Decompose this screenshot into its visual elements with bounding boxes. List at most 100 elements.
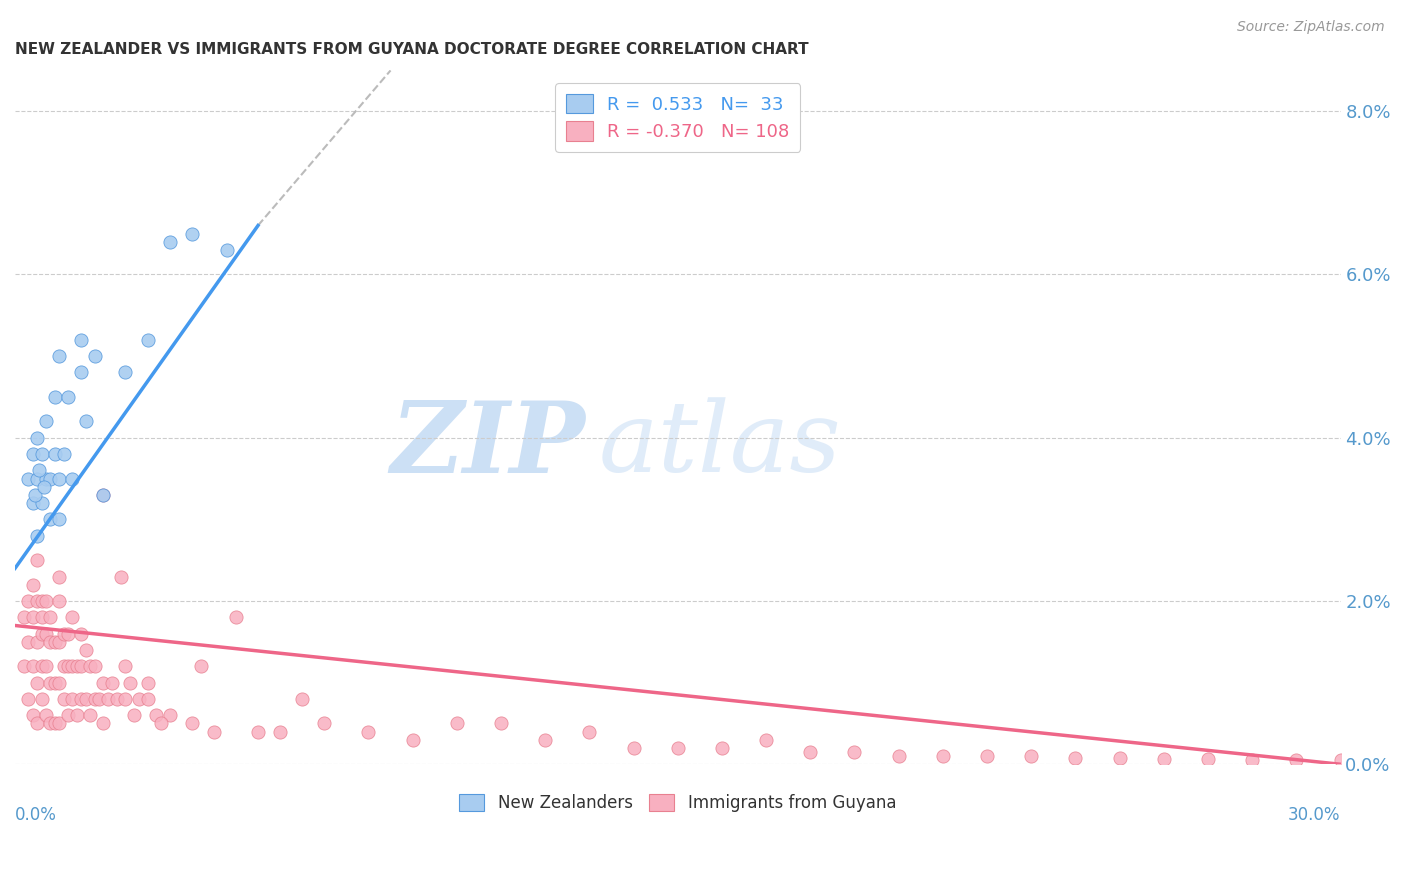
Point	[13, 659, 35, 673]
Point	[70, 692, 93, 706]
Point	[35, 659, 58, 673]
Point	[1329, 753, 1351, 767]
Point	[17, 635, 39, 649]
Point	[114, 659, 136, 673]
Text: atlas: atlas	[598, 398, 841, 492]
Point	[21, 610, 44, 624]
Point	[25, 431, 48, 445]
Point	[35, 414, 58, 428]
Point	[578, 724, 600, 739]
Point	[44, 635, 66, 649]
Point	[180, 716, 202, 731]
Point	[159, 708, 181, 723]
Point	[1241, 753, 1264, 767]
Point	[93, 675, 115, 690]
Point	[44, 447, 66, 461]
Point	[110, 569, 132, 583]
Point	[28, 463, 51, 477]
Point	[357, 724, 380, 739]
Point	[44, 390, 66, 404]
Point	[52, 626, 75, 640]
Point	[190, 659, 212, 673]
Point	[83, 349, 105, 363]
Point	[25, 675, 48, 690]
Point	[534, 732, 557, 747]
Point	[136, 333, 159, 347]
Point	[101, 675, 124, 690]
Point	[21, 447, 44, 461]
Point	[93, 488, 115, 502]
Point	[180, 227, 202, 241]
Point	[62, 610, 84, 624]
Point	[79, 659, 101, 673]
Point	[401, 732, 423, 747]
Point	[710, 741, 733, 756]
Point	[48, 569, 70, 583]
Point	[70, 626, 93, 640]
Point	[887, 749, 910, 764]
Point	[83, 659, 105, 673]
Point	[48, 635, 70, 649]
Point	[17, 692, 39, 706]
Text: Source: ZipAtlas.com: Source: ZipAtlas.com	[1237, 20, 1385, 34]
Point	[145, 708, 167, 723]
Point	[21, 708, 44, 723]
Point	[314, 716, 336, 731]
Point	[93, 716, 115, 731]
Point	[128, 692, 150, 706]
Point	[114, 366, 136, 380]
Point	[1285, 753, 1308, 767]
Legend: New Zealanders, Immigrants from Guyana: New Zealanders, Immigrants from Guyana	[453, 787, 903, 818]
Point	[25, 472, 48, 486]
Point	[35, 472, 58, 486]
Point	[75, 643, 97, 657]
Point	[52, 447, 75, 461]
Point	[66, 708, 89, 723]
Point	[136, 675, 159, 690]
Point	[118, 675, 141, 690]
Point	[25, 635, 48, 649]
Point	[62, 659, 84, 673]
Point	[56, 659, 79, 673]
Point	[39, 675, 62, 690]
Point	[70, 366, 93, 380]
Point	[25, 594, 48, 608]
Point	[24, 488, 46, 502]
Point	[489, 716, 512, 731]
Point	[56, 626, 79, 640]
Point	[25, 553, 48, 567]
Point	[976, 749, 998, 764]
Point	[291, 692, 314, 706]
Point	[1108, 750, 1130, 764]
Point	[932, 749, 955, 764]
Point	[83, 692, 105, 706]
Point	[623, 741, 645, 756]
Point	[70, 333, 93, 347]
Point	[97, 692, 120, 706]
Point	[32, 480, 55, 494]
Point	[39, 472, 62, 486]
Point	[44, 675, 66, 690]
Point	[269, 724, 291, 739]
Point	[31, 626, 53, 640]
Point	[75, 414, 97, 428]
Point	[79, 708, 101, 723]
Point	[17, 594, 39, 608]
Point	[93, 488, 115, 502]
Point	[35, 708, 58, 723]
Point	[35, 594, 58, 608]
Point	[17, 472, 39, 486]
Point	[114, 692, 136, 706]
Text: NEW ZEALANDER VS IMMIGRANTS FROM GUYANA DOCTORATE DEGREE CORRELATION CHART: NEW ZEALANDER VS IMMIGRANTS FROM GUYANA …	[15, 42, 808, 57]
Point	[52, 692, 75, 706]
Point	[105, 692, 128, 706]
Point	[48, 349, 70, 363]
Point	[75, 692, 97, 706]
Point	[87, 692, 110, 706]
Point	[21, 496, 44, 510]
Point	[48, 472, 70, 486]
Point	[56, 708, 79, 723]
Point	[44, 716, 66, 731]
Point	[124, 708, 146, 723]
Point	[21, 577, 44, 591]
